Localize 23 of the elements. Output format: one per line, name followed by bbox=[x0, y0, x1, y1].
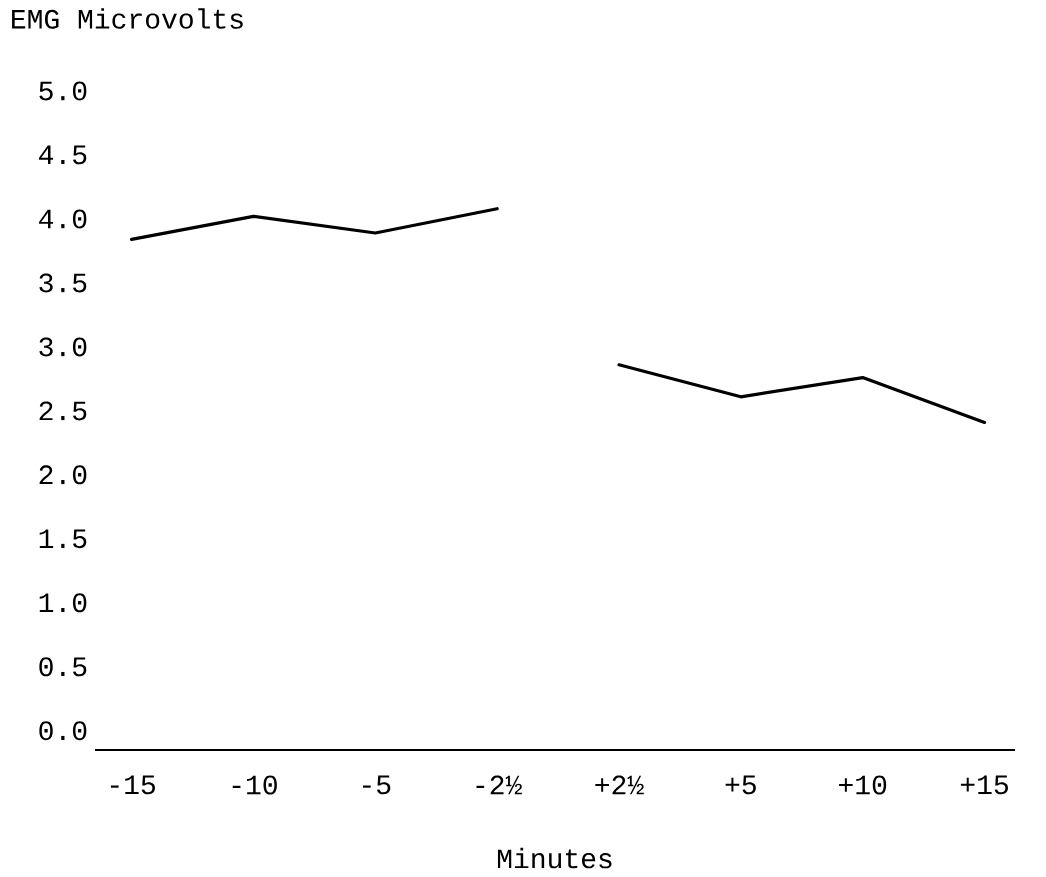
x-tick-label: -15 bbox=[110, 775, 155, 795]
x-tick-label: -5 bbox=[363, 775, 391, 795]
x-tick-label: +10 bbox=[839, 775, 887, 795]
y-tick-label: 2.5 bbox=[39, 401, 87, 421]
y-tick-label: 0.5 bbox=[39, 657, 87, 677]
x-tick-label: +5 bbox=[725, 775, 756, 795]
line-series bbox=[129, 207, 499, 242]
y-tick-label: 5.0 bbox=[39, 81, 87, 101]
y-tick-label: 1.5 bbox=[39, 529, 87, 549]
y-tick-label: 1.0 bbox=[39, 593, 87, 613]
line-series bbox=[617, 363, 987, 425]
y-tick-label: 4.0 bbox=[39, 209, 87, 229]
x-tick-label: -10 bbox=[232, 775, 277, 795]
y-tick-label: 0.0 bbox=[39, 721, 87, 741]
y-tick-label: 3.5 bbox=[39, 273, 87, 293]
x-tick-label: +15 bbox=[960, 775, 1008, 795]
y-tick-label: 3.0 bbox=[39, 337, 87, 357]
x-axis-title: Minutes bbox=[497, 847, 612, 869]
y-tick-label: 2.0 bbox=[39, 465, 87, 485]
y-tick-label: 4.5 bbox=[39, 145, 87, 165]
x-tick-label: -2½ bbox=[476, 775, 522, 795]
y-axis-title: EMG Microvolts bbox=[12, 8, 243, 29]
x-tick-label: +2½ bbox=[595, 775, 644, 795]
